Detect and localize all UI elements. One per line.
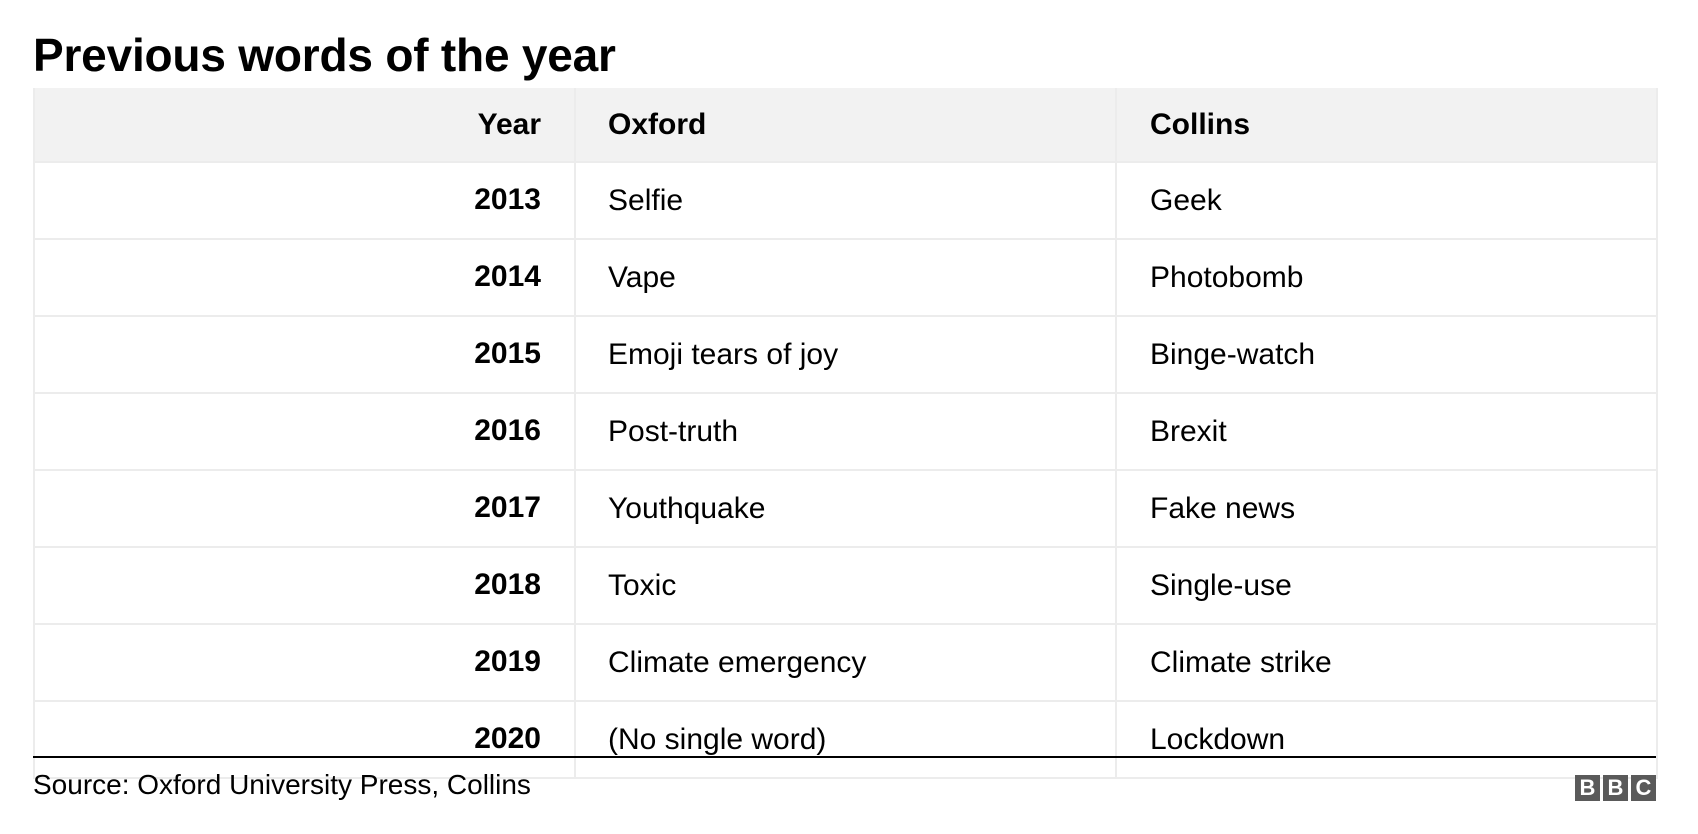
year-cell: 2017 [33, 470, 576, 548]
collins-cell: Fake news [1116, 470, 1658, 548]
header-collins: Collins [1116, 88, 1658, 163]
year-cell: 2014 [33, 239, 576, 317]
table-row: 2018 Toxic Single-use [33, 547, 1658, 625]
collins-cell: Binge-watch [1116, 316, 1658, 394]
table-body: 2013 Selfie Geek 2014 Vape Photobomb 2015 Emoji… [33, 162, 1658, 779]
table-row: 2019 Climate emergency Climate strike [33, 624, 1658, 702]
oxford-cell: (No single word) [575, 701, 1117, 779]
words-table: Year Oxford Collins 2013 Selfie Geek 2014 Va… [33, 88, 1658, 779]
oxford-cell: Youthquake [575, 470, 1117, 548]
year-cell: 2013 [33, 162, 576, 240]
collins-cell: Geek [1116, 162, 1658, 240]
collins-cell: Single-use [1116, 547, 1658, 625]
bbc-logo-letter: C [1631, 775, 1656, 801]
year-cell: 2015 [33, 316, 576, 394]
header-row: Year Oxford Collins [33, 88, 1658, 163]
year-cell: 2019 [33, 624, 576, 702]
oxford-cell: Climate emergency [575, 624, 1117, 702]
table-row: 2020 (No single word) Lockdown [33, 701, 1658, 779]
bbc-logo-letter: B [1603, 775, 1628, 801]
header-year: Year [33, 88, 576, 163]
collins-cell: Photobomb [1116, 239, 1658, 317]
year-cell: 2016 [33, 393, 576, 471]
bbc-logo-letter: B [1575, 775, 1600, 801]
table-row: 2017 Youthquake Fake news [33, 470, 1658, 548]
collins-cell: Brexit [1116, 393, 1658, 471]
oxford-cell: Emoji tears of joy [575, 316, 1117, 394]
table-row: 2013 Selfie Geek [33, 162, 1658, 240]
table-row: 2014 Vape Photobomb [33, 239, 1658, 317]
collins-cell: Climate strike [1116, 624, 1658, 702]
bottom-rule [33, 756, 1656, 758]
oxford-cell: Post-truth [575, 393, 1117, 471]
source-note: Source: Oxford University Press, Collins [33, 769, 531, 800]
oxford-cell: Toxic [575, 547, 1117, 625]
year-cell: 2018 [33, 547, 576, 625]
year-cell: 2020 [33, 701, 576, 779]
oxford-cell: Vape [575, 239, 1117, 317]
chart-title: Previous words of the year [33, 29, 616, 81]
table-row: 2015 Emoji tears of joy Binge-watch [33, 316, 1658, 394]
table-header: Year Oxford Collins [33, 88, 1658, 163]
oxford-cell: Selfie [575, 162, 1117, 240]
collins-cell: Lockdown [1116, 701, 1658, 779]
table-row: 2016 Post-truth Brexit [33, 393, 1658, 471]
words-table-container: Year Oxford Collins 2013 Selfie Geek 2014 Va… [33, 88, 1658, 779]
header-oxford: Oxford [575, 88, 1117, 163]
